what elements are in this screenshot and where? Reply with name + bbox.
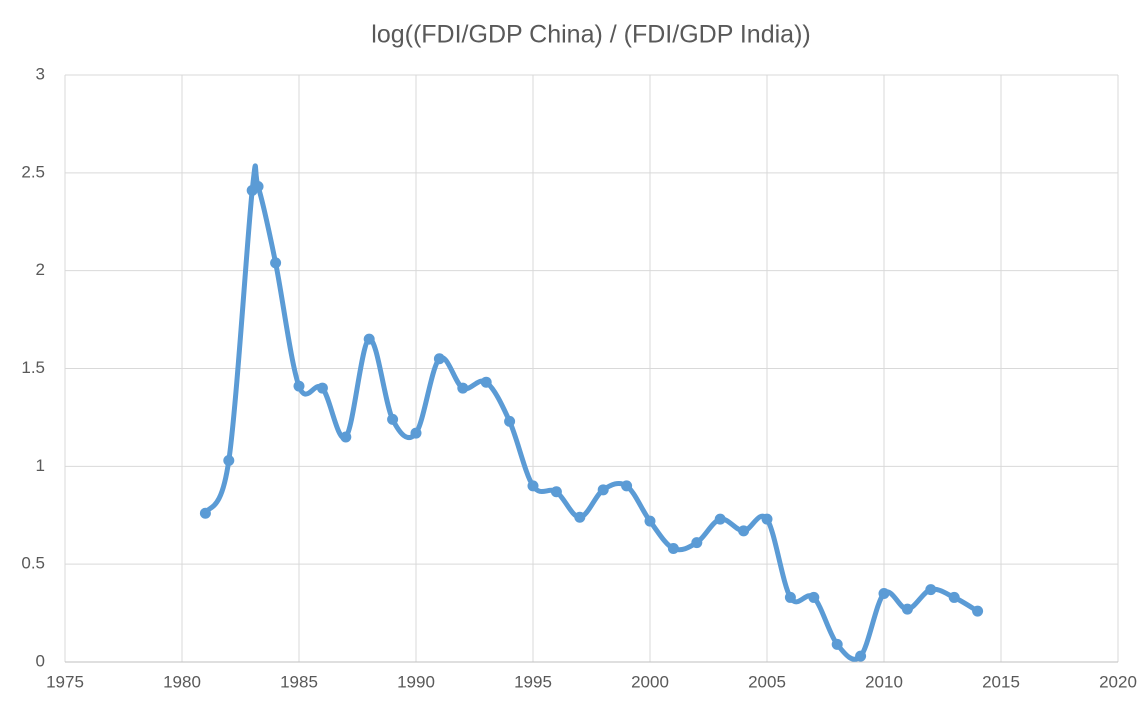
data-point [363, 333, 375, 345]
x-tick-label: 1980 [163, 672, 201, 691]
data-point [223, 454, 235, 466]
data-point [574, 511, 586, 523]
data-point [252, 181, 264, 193]
data-point [761, 513, 773, 525]
data-point [878, 588, 890, 600]
chart-title: log((FDI/GDP China) / (FDI/GDP India)) [371, 21, 810, 49]
data-point [387, 413, 399, 425]
data-point [340, 431, 352, 443]
y-tick-label: 1 [36, 456, 45, 475]
data-point [972, 605, 984, 617]
y-tick-label: 2.5 [21, 162, 45, 181]
y-tick-label: 1.5 [21, 358, 45, 377]
data-point [410, 427, 422, 439]
data-point [270, 257, 282, 269]
data-point [948, 591, 960, 603]
x-tick-label: 2000 [631, 672, 669, 691]
x-tick-label: 1990 [397, 672, 435, 691]
data-point [855, 650, 867, 662]
data-point [738, 525, 750, 537]
data-point [667, 543, 679, 555]
y-tick-label: 0.5 [21, 554, 45, 573]
data-point [597, 484, 609, 496]
x-tick-label: 2010 [865, 672, 903, 691]
x-tick-label: 2015 [982, 672, 1020, 691]
x-tick-label: 1995 [514, 672, 552, 691]
x-tick-label: 1985 [280, 672, 318, 691]
data-point [901, 603, 913, 615]
data-point [480, 376, 492, 388]
data-point [691, 537, 703, 549]
data-point [621, 480, 633, 492]
y-tick-label: 2 [36, 260, 45, 279]
data-point [784, 591, 796, 603]
data-point [831, 638, 843, 650]
y-tick-label: 0 [36, 651, 45, 670]
data-point [293, 380, 305, 392]
x-tick-label: 2005 [748, 672, 786, 691]
data-point [527, 480, 539, 492]
x-tick-label: 2020 [1099, 672, 1137, 691]
data-point [644, 515, 656, 527]
x-tick-label: 1975 [46, 672, 84, 691]
data-point [199, 507, 211, 519]
y-tick-label: 3 [36, 64, 45, 83]
series-line [202, 163, 981, 662]
data-point [433, 353, 445, 365]
data-point [925, 584, 937, 596]
data-point [504, 415, 516, 427]
data-point [808, 591, 820, 603]
data-point [316, 382, 328, 394]
data-point [550, 486, 562, 498]
data-point [714, 513, 726, 525]
data-point [457, 382, 469, 394]
